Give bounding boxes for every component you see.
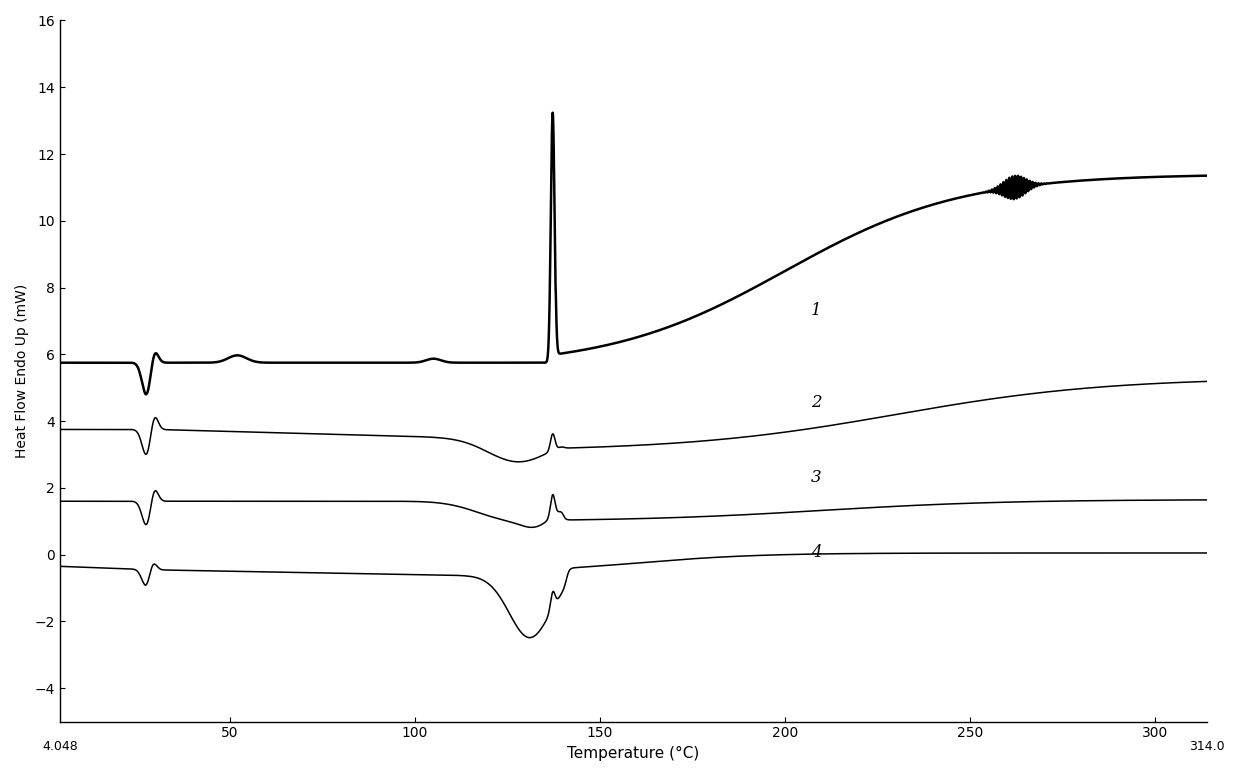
Text: 314.0: 314.0 <box>1189 740 1225 753</box>
X-axis label: Temperature (°C): Temperature (°C) <box>568 746 699 761</box>
Text: 4: 4 <box>811 545 822 562</box>
Text: 1: 1 <box>811 303 822 320</box>
Y-axis label: Heat Flow Endo Up (mW): Heat Flow Endo Up (mW) <box>15 284 29 458</box>
Text: 2: 2 <box>811 394 822 411</box>
Text: 4.048: 4.048 <box>42 740 78 753</box>
Text: 3: 3 <box>811 469 822 487</box>
